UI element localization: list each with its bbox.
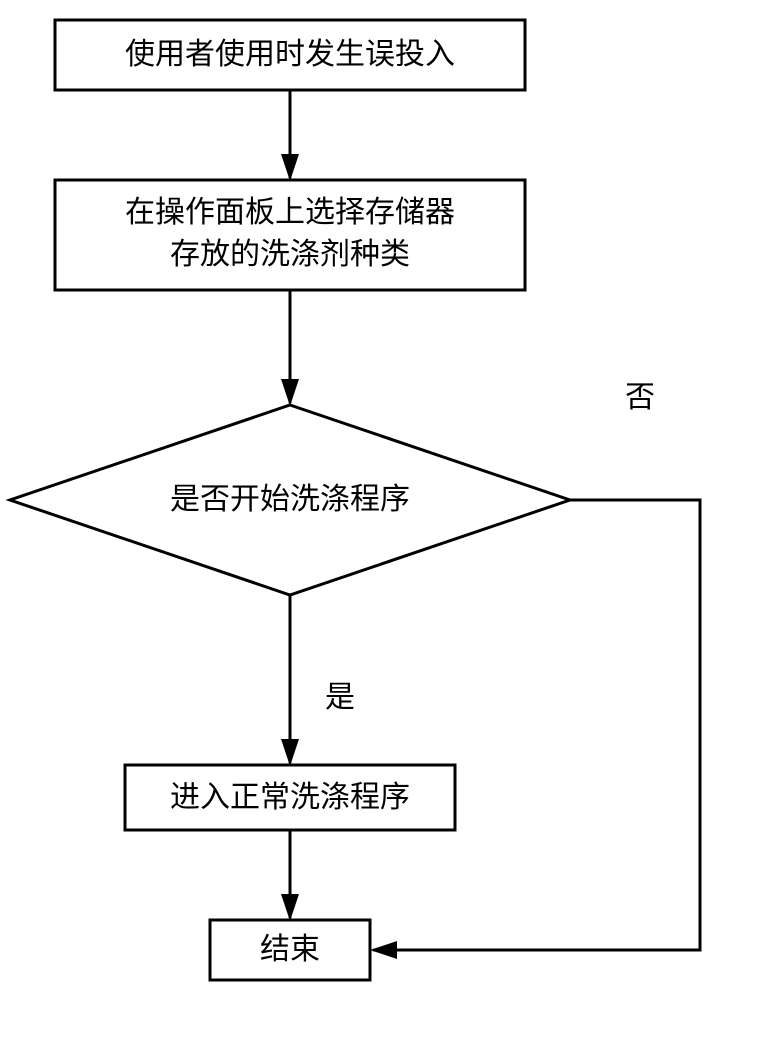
node-select: 在操作面板上选择存储器 存放的洗涤剂种类: [55, 180, 525, 290]
node-start: 使用者使用时发生误投入: [55, 20, 525, 90]
node-decision-text: 是否开始洗涤程序: [170, 483, 410, 516]
node-decision: 是否开始洗涤程序: [10, 405, 570, 595]
node-start-text: 使用者使用时发生误投入: [125, 38, 455, 71]
edge-decision-end-no: [373, 500, 700, 950]
node-normal: 进入正常洗涤程序: [125, 765, 455, 830]
node-select-text-line1: 在操作面板上选择存储器: [125, 196, 455, 229]
label-yes: 是: [325, 681, 355, 714]
node-end-text: 结束: [260, 933, 320, 966]
node-normal-text: 进入正常洗涤程序: [170, 781, 410, 814]
node-end: 结束: [210, 920, 370, 980]
label-no: 否: [625, 381, 655, 414]
node-select-text-line2: 存放的洗涤剂种类: [170, 238, 410, 271]
